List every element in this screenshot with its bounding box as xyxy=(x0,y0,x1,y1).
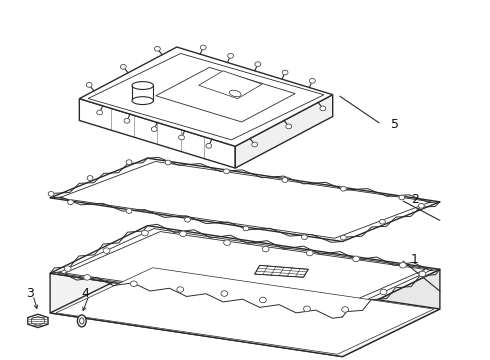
Circle shape xyxy=(87,176,93,180)
Circle shape xyxy=(180,231,187,237)
Circle shape xyxy=(151,127,157,131)
Circle shape xyxy=(399,262,406,268)
Polygon shape xyxy=(79,47,333,146)
Circle shape xyxy=(185,217,191,222)
Circle shape xyxy=(130,281,137,287)
Polygon shape xyxy=(255,265,308,277)
Circle shape xyxy=(224,240,230,246)
Circle shape xyxy=(380,289,387,295)
Polygon shape xyxy=(88,54,324,140)
Polygon shape xyxy=(50,158,440,242)
Circle shape xyxy=(353,256,360,262)
Circle shape xyxy=(262,246,269,252)
Text: 2: 2 xyxy=(411,193,418,206)
Circle shape xyxy=(97,110,102,115)
Polygon shape xyxy=(235,95,333,168)
Circle shape xyxy=(399,195,405,200)
Circle shape xyxy=(252,142,258,147)
Polygon shape xyxy=(50,265,440,357)
Polygon shape xyxy=(65,231,425,311)
Circle shape xyxy=(419,271,426,277)
Circle shape xyxy=(142,230,148,236)
Circle shape xyxy=(303,306,310,311)
Polygon shape xyxy=(343,269,440,357)
Circle shape xyxy=(282,70,288,75)
Polygon shape xyxy=(28,314,48,328)
Circle shape xyxy=(178,135,184,140)
Circle shape xyxy=(221,291,228,296)
Ellipse shape xyxy=(229,90,241,97)
Circle shape xyxy=(124,118,130,123)
Polygon shape xyxy=(156,67,295,122)
Circle shape xyxy=(223,169,229,174)
Text: 5: 5 xyxy=(391,118,399,131)
Circle shape xyxy=(243,226,249,231)
Polygon shape xyxy=(199,71,262,99)
Circle shape xyxy=(341,235,346,240)
Circle shape xyxy=(379,219,385,224)
Polygon shape xyxy=(59,162,431,238)
Circle shape xyxy=(103,248,110,253)
Circle shape xyxy=(121,64,126,69)
Ellipse shape xyxy=(132,97,153,104)
Circle shape xyxy=(418,203,424,208)
Circle shape xyxy=(306,250,313,256)
Circle shape xyxy=(68,200,74,204)
Circle shape xyxy=(48,192,54,196)
Ellipse shape xyxy=(77,315,86,327)
Circle shape xyxy=(228,53,233,58)
Circle shape xyxy=(154,46,160,51)
Circle shape xyxy=(126,160,132,165)
Circle shape xyxy=(260,297,266,303)
Polygon shape xyxy=(50,226,440,317)
Polygon shape xyxy=(50,273,343,357)
Text: 1: 1 xyxy=(411,253,418,266)
Circle shape xyxy=(341,186,346,191)
Circle shape xyxy=(301,235,307,239)
Circle shape xyxy=(282,177,288,183)
Polygon shape xyxy=(79,99,235,168)
Circle shape xyxy=(165,160,171,165)
Circle shape xyxy=(310,78,316,83)
Circle shape xyxy=(286,124,292,129)
Circle shape xyxy=(177,287,184,292)
Ellipse shape xyxy=(132,82,153,90)
Circle shape xyxy=(200,45,206,50)
Circle shape xyxy=(86,82,92,87)
Polygon shape xyxy=(143,303,225,317)
Circle shape xyxy=(84,275,91,280)
Circle shape xyxy=(342,307,348,312)
Text: 3: 3 xyxy=(26,287,34,300)
Circle shape xyxy=(320,106,326,111)
Text: 4: 4 xyxy=(82,287,90,300)
Polygon shape xyxy=(57,229,433,314)
Circle shape xyxy=(206,143,212,148)
Polygon shape xyxy=(31,316,45,325)
Polygon shape xyxy=(56,268,434,354)
Circle shape xyxy=(64,266,71,271)
Circle shape xyxy=(255,62,261,67)
Circle shape xyxy=(126,208,132,213)
Ellipse shape xyxy=(79,318,84,324)
